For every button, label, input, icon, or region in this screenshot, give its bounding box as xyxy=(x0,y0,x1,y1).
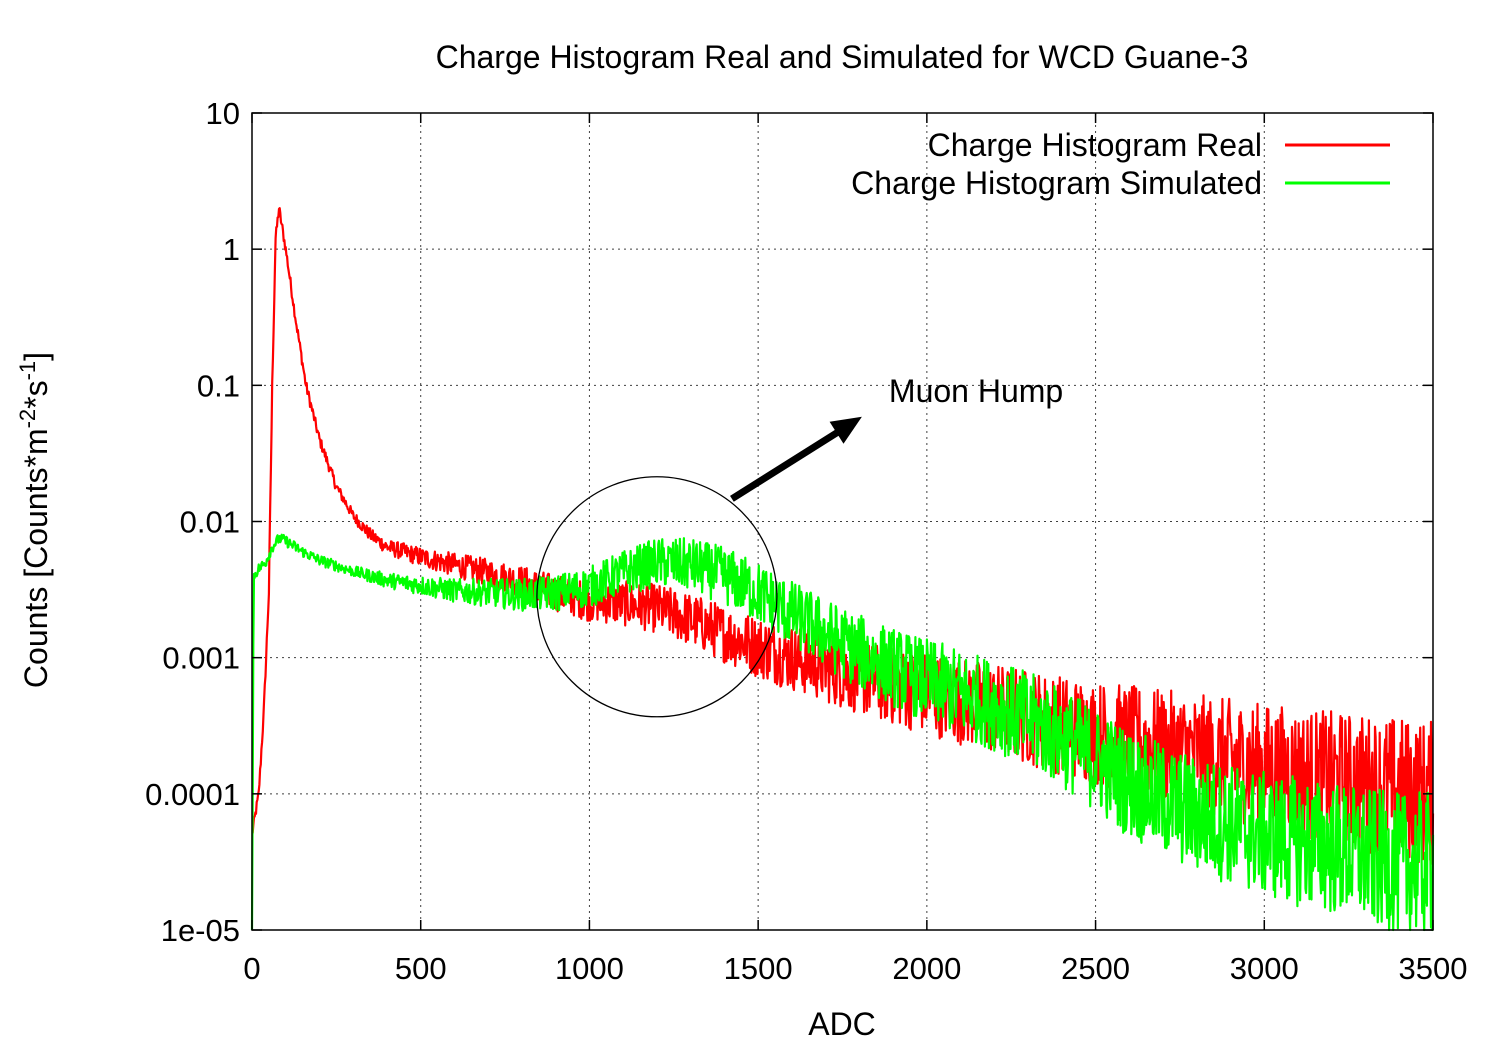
x-tick-label: 0 xyxy=(243,951,260,986)
x-tick-label: 2500 xyxy=(1061,951,1130,986)
legend: Charge Histogram Real Charge Histogram S… xyxy=(851,127,1390,201)
x-tick-label: 3500 xyxy=(1399,951,1468,986)
muon-hump-circle xyxy=(536,476,778,718)
y-tick-label: 0.01 xyxy=(180,505,240,540)
y-tick-label: 0.0001 xyxy=(145,777,240,812)
muon-hump-arrow-head xyxy=(829,416,862,444)
x-tick-label: 3000 xyxy=(1230,951,1299,986)
x-tick-label: 1500 xyxy=(724,951,793,986)
x-tick-label: 500 xyxy=(395,951,447,986)
tick-layer: 0 500 1000 1500 2000 2500 3000 3500 10 1 0.1 0.01 0.… xyxy=(145,96,1467,986)
x-tick-label: 1000 xyxy=(555,951,624,986)
series-layer xyxy=(250,207,1435,932)
y-axis-label-end: ] xyxy=(18,352,54,361)
y-axis-label-sup1: -2 xyxy=(15,409,40,429)
y-tick-label: 10 xyxy=(206,96,240,131)
y-tick-label: 0.1 xyxy=(197,368,240,403)
muon-hump-arrow-shaft xyxy=(730,422,850,502)
chart-title: Charge Histogram Real and Simulated for … xyxy=(436,39,1249,75)
y-tick-label: 1e-05 xyxy=(161,913,240,948)
x-tick-label: 2000 xyxy=(892,951,961,986)
y-axis-label-main: Counts [Counts*m xyxy=(18,428,54,688)
y-tick-label: 1 xyxy=(223,232,240,267)
series-line-1 xyxy=(250,533,1435,932)
x-axis-label: ADC xyxy=(808,1006,876,1042)
y-axis-label-mid: *s xyxy=(18,380,54,408)
legend-label-simulated: Charge Histogram Simulated xyxy=(851,165,1262,201)
annotation-layer: Muon Hump xyxy=(536,373,1063,718)
series-line-0 xyxy=(251,207,1435,865)
y-axis-label-sup2: -1 xyxy=(15,361,40,381)
y-axis-label: Counts [Counts*m-2*s-1] xyxy=(15,352,54,688)
muon-hump-label: Muon Hump xyxy=(889,373,1063,409)
legend-label-real: Charge Histogram Real xyxy=(928,127,1262,163)
y-tick-label: 0.001 xyxy=(162,641,240,676)
